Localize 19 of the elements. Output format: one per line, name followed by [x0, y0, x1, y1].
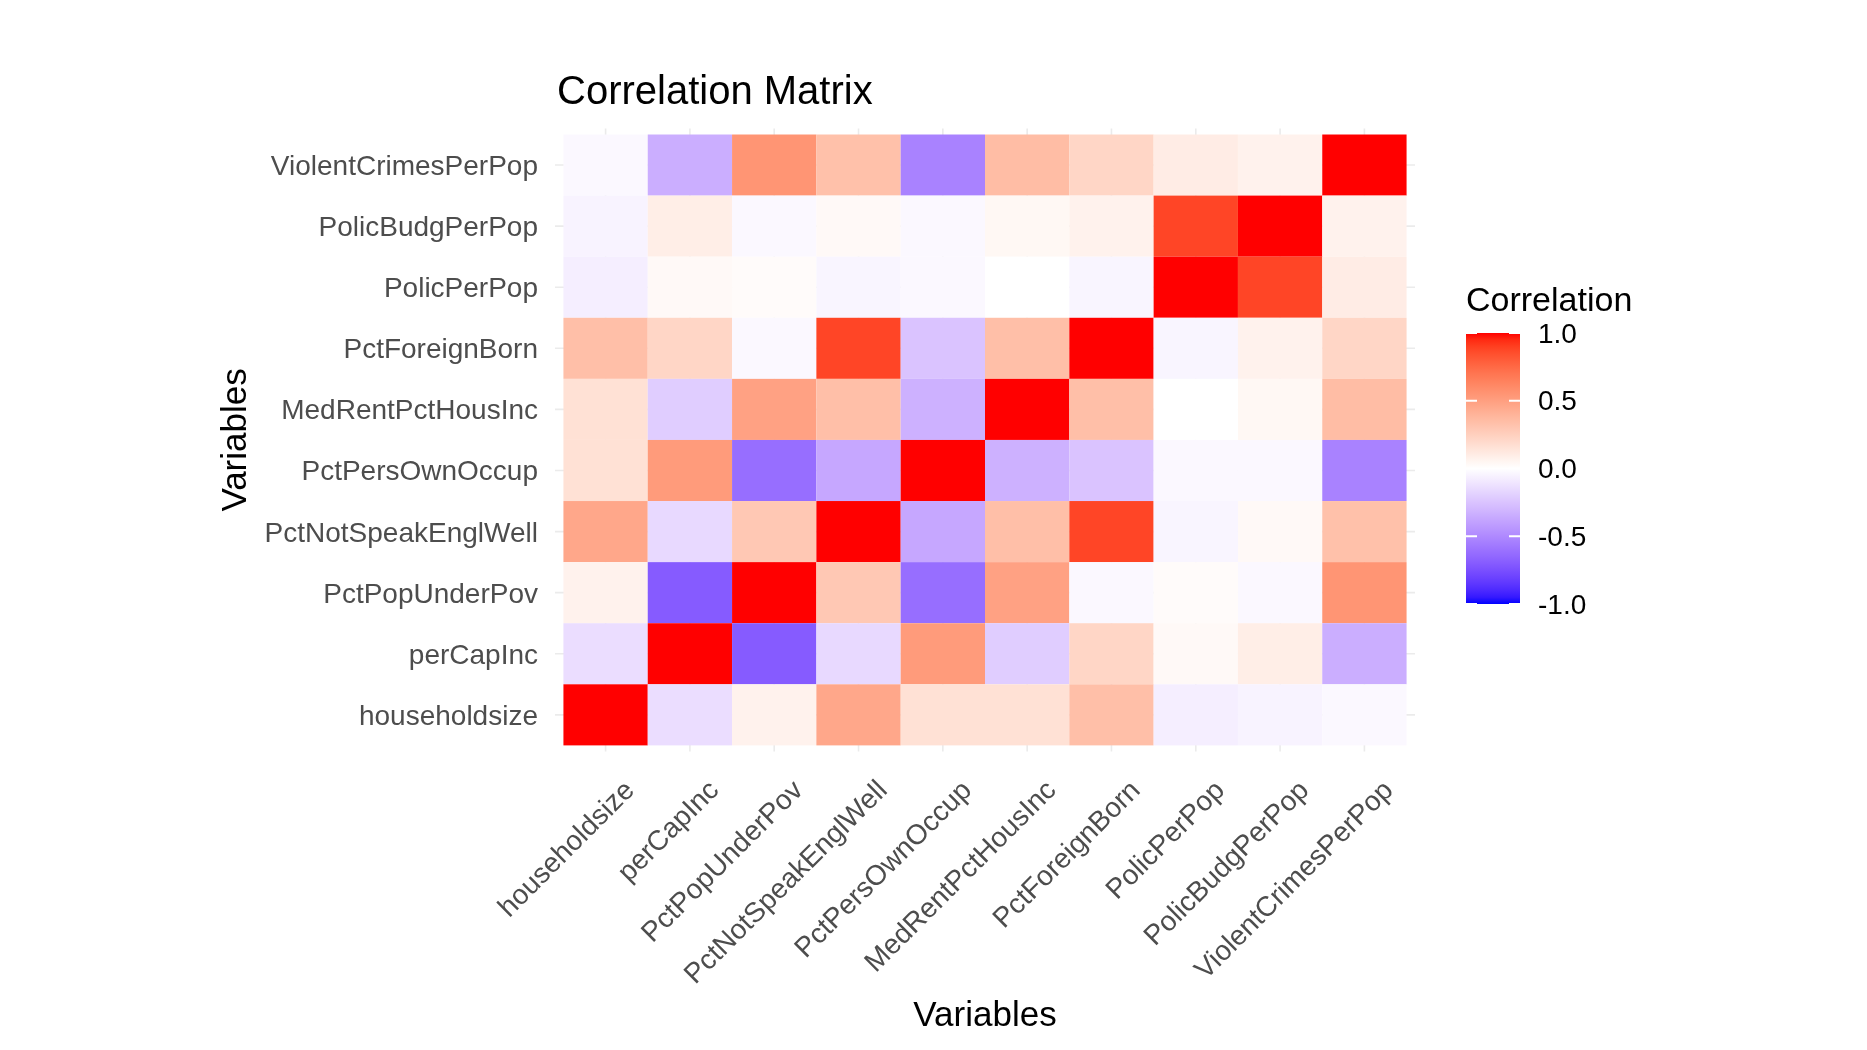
y-tick-label: perCapInc — [408, 638, 538, 670]
y-tick-label: householdsize — [358, 699, 538, 731]
x-axis-title: Variables — [913, 994, 1057, 1033]
color-bar-label: 1.0 — [1538, 317, 1577, 349]
color-bar-title: Correlation — [1466, 280, 1633, 318]
y-tick-label: PctPersOwnOccup — [301, 454, 538, 486]
color-bar-label: 0.0 — [1538, 453, 1577, 484]
color-bar-label: 0.5 — [1538, 385, 1577, 417]
chart-title: Correlation Matrix — [557, 68, 873, 112]
y-tick-label: PctForeignBorn — [343, 332, 538, 364]
y-tick-label: PolicBudgPerPop — [318, 210, 538, 242]
color-bar-label: -0.5 — [1538, 520, 1587, 552]
color-bar-label: -1.0 — [1538, 588, 1587, 620]
y-tick-label: ViolentCrimesPerPop — [270, 149, 538, 181]
y-tick-label: PolicPerPop — [383, 271, 538, 303]
y-axis-title: Variables — [213, 368, 253, 512]
y-tick-label: PctNotSpeakEnglWell — [264, 516, 538, 548]
y-tick-label: PctPopUnderPov — [323, 577, 538, 609]
y-tick-label: MedRentPctHousInc — [281, 393, 538, 425]
